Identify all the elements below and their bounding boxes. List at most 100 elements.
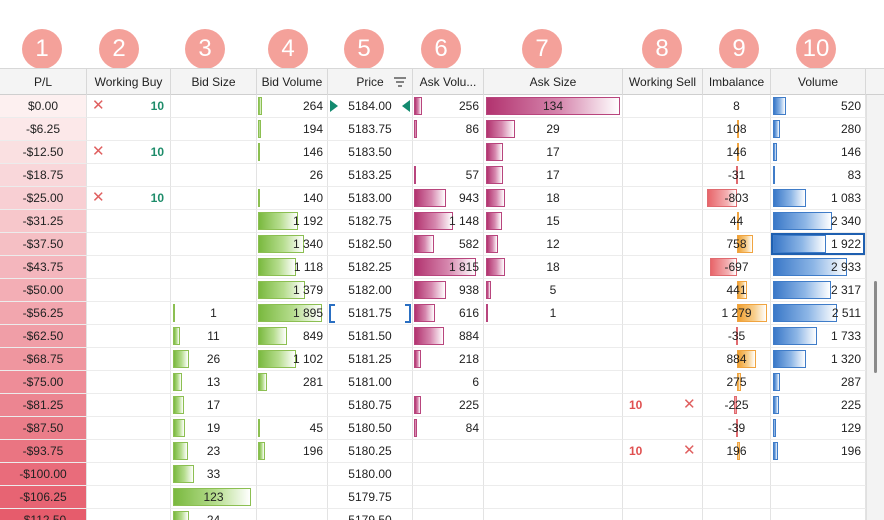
av-cell[interactable]: 884 xyxy=(413,325,484,348)
as-cell[interactable]: 17 xyxy=(484,164,623,187)
ws-cell[interactable]: 10 ✕ xyxy=(623,394,703,417)
price-cell[interactable]: 5181.25 xyxy=(328,348,413,371)
wb-cell[interactable] xyxy=(87,371,171,394)
wb-cell[interactable] xyxy=(87,486,171,509)
vol-cell[interactable]: 280 xyxy=(771,118,866,141)
price-cell[interactable]: 5182.25 xyxy=(328,256,413,279)
bs-cell[interactable] xyxy=(171,210,257,233)
price-cell[interactable]: 5181.75 xyxy=(328,302,413,325)
ws-cell[interactable] xyxy=(623,325,703,348)
ws-cell[interactable] xyxy=(623,279,703,302)
volume-header[interactable]: Volume xyxy=(771,69,866,95)
av-cell[interactable] xyxy=(413,141,484,164)
bv-cell[interactable] xyxy=(257,486,328,509)
av-cell[interactable]: 1 815 xyxy=(413,256,484,279)
bv-cell[interactable] xyxy=(257,509,328,520)
av-cell[interactable]: 616 xyxy=(413,302,484,325)
av-cell[interactable]: 256 xyxy=(413,95,484,118)
wb-cell[interactable] xyxy=(87,440,171,463)
pl-cell[interactable]: $0.00 xyxy=(0,95,87,118)
imb-cell[interactable]: 1 279 xyxy=(703,302,771,325)
ws-cell[interactable] xyxy=(623,95,703,118)
as-cell[interactable] xyxy=(484,348,623,371)
bv-cell[interactable]: 1 102 xyxy=(257,348,328,371)
close-icon[interactable]: ✕ xyxy=(92,97,105,114)
bid-size-header[interactable]: Bid Size xyxy=(171,69,257,95)
vol-cell[interactable]: 83 xyxy=(771,164,866,187)
av-cell[interactable]: 84 xyxy=(413,417,484,440)
bs-cell[interactable]: 123 xyxy=(171,486,257,509)
close-icon[interactable]: ✕ xyxy=(92,143,105,160)
pl-cell[interactable]: -$112.50 xyxy=(0,509,87,520)
wb-cell[interactable] xyxy=(87,279,171,302)
as-cell[interactable] xyxy=(484,417,623,440)
wb-cell[interactable] xyxy=(87,417,171,440)
bs-cell[interactable]: 17 xyxy=(171,394,257,417)
pl-cell[interactable]: -$6.25 xyxy=(0,118,87,141)
bv-cell[interactable] xyxy=(257,463,328,486)
vol-cell[interactable]: 146 xyxy=(771,141,866,164)
imb-cell[interactable]: 8 xyxy=(703,95,771,118)
price-cell[interactable]: 5182.00 xyxy=(328,279,413,302)
ask-size-header[interactable]: Ask Size xyxy=(484,69,623,95)
av-cell[interactable] xyxy=(413,509,484,520)
as-cell[interactable] xyxy=(484,463,623,486)
price-cell[interactable]: 5183.50 xyxy=(328,141,413,164)
as-cell[interactable] xyxy=(484,440,623,463)
pl-cell[interactable]: -$62.50 xyxy=(0,325,87,348)
wb-cell[interactable] xyxy=(87,509,171,520)
av-cell[interactable]: 943 xyxy=(413,187,484,210)
price-cell[interactable]: 5180.50 xyxy=(328,417,413,440)
vol-cell[interactable]: 1 922 xyxy=(771,233,866,256)
wb-cell[interactable] xyxy=(87,118,171,141)
pl-cell[interactable]: -$12.50 xyxy=(0,141,87,164)
bv-cell[interactable]: 264 xyxy=(257,95,328,118)
bs-cell[interactable] xyxy=(171,95,257,118)
ws-cell[interactable] xyxy=(623,256,703,279)
ws-cell[interactable] xyxy=(623,164,703,187)
bs-cell[interactable]: 24 xyxy=(171,509,257,520)
vol-cell[interactable] xyxy=(771,486,866,509)
av-cell[interactable]: 57 xyxy=(413,164,484,187)
av-cell[interactable] xyxy=(413,486,484,509)
working-buy-header[interactable]: Working Buy xyxy=(87,69,171,95)
bv-cell[interactable]: 196 xyxy=(257,440,328,463)
imb-cell[interactable]: 275 xyxy=(703,371,771,394)
wb-cell[interactable] xyxy=(87,325,171,348)
price-cell[interactable]: 5181.00 xyxy=(328,371,413,394)
bv-cell[interactable]: 26 xyxy=(257,164,328,187)
bs-cell[interactable] xyxy=(171,256,257,279)
ws-cell[interactable] xyxy=(623,233,703,256)
pl-cell[interactable]: -$31.25 xyxy=(0,210,87,233)
price-cell[interactable]: 5184.00 xyxy=(328,95,413,118)
av-cell[interactable] xyxy=(413,463,484,486)
pl-cell[interactable]: -$81.25 xyxy=(0,394,87,417)
pl-cell[interactable]: -$18.75 xyxy=(0,164,87,187)
wb-cell[interactable] xyxy=(87,256,171,279)
imb-cell[interactable]: 441 xyxy=(703,279,771,302)
pl-cell[interactable]: -$75.00 xyxy=(0,371,87,394)
pl-cell[interactable]: -$56.25 xyxy=(0,302,87,325)
wb-cell[interactable] xyxy=(87,210,171,233)
imbalance-header[interactable]: Imbalance xyxy=(703,69,771,95)
imb-cell[interactable]: -35 xyxy=(703,325,771,348)
vol-cell[interactable]: 1 320 xyxy=(771,348,866,371)
price-cell[interactable]: 5182.75 xyxy=(328,210,413,233)
ws-cell[interactable] xyxy=(623,486,703,509)
ws-cell[interactable]: 10 ✕ xyxy=(623,440,703,463)
pl-cell[interactable]: -$68.75 xyxy=(0,348,87,371)
ws-cell[interactable] xyxy=(623,210,703,233)
ws-cell[interactable] xyxy=(623,371,703,394)
vol-cell[interactable]: 2 340 xyxy=(771,210,866,233)
price-cell[interactable]: 5180.75 xyxy=(328,394,413,417)
pl-header[interactable]: P/L xyxy=(0,69,87,95)
wb-cell[interactable] xyxy=(87,463,171,486)
bs-cell[interactable]: 26 xyxy=(171,348,257,371)
price-cell[interactable]: 5183.25 xyxy=(328,164,413,187)
bv-cell[interactable]: 1 379 xyxy=(257,279,328,302)
ws-cell[interactable] xyxy=(623,141,703,164)
bs-cell[interactable]: 19 xyxy=(171,417,257,440)
close-icon[interactable]: ✕ xyxy=(683,442,696,459)
scrollbar-thumb[interactable] xyxy=(874,281,877,373)
bs-cell[interactable]: 33 xyxy=(171,463,257,486)
